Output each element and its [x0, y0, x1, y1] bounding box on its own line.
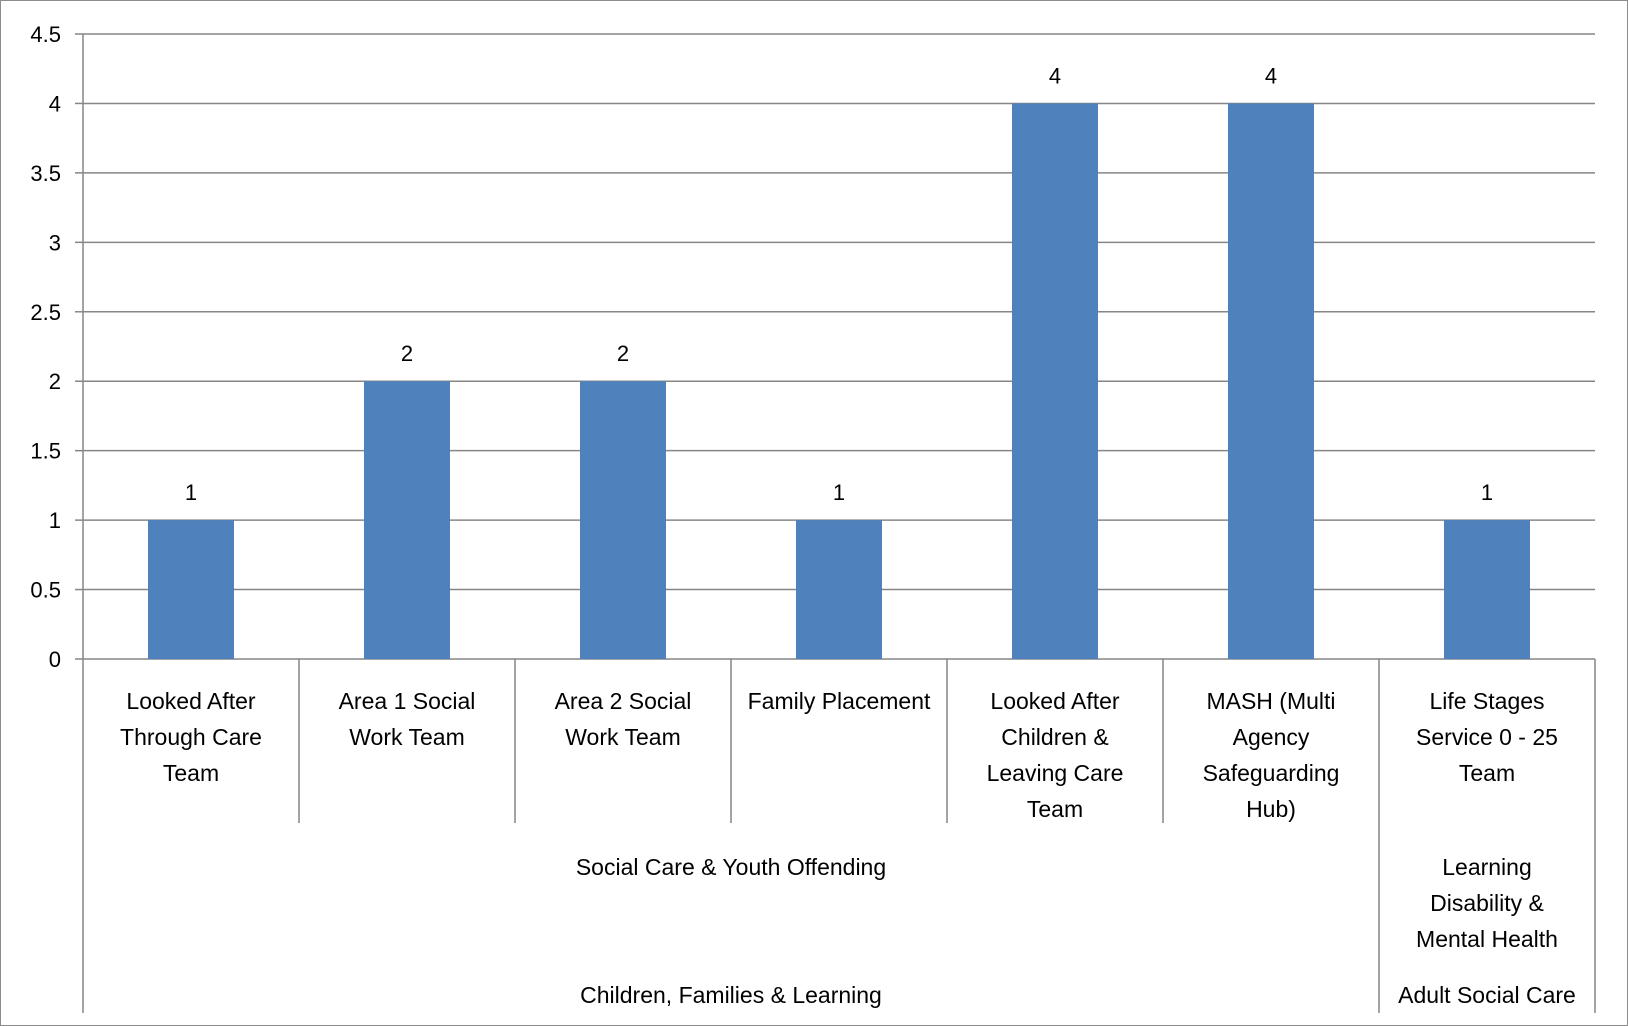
- category-label: Looked After: [126, 688, 255, 714]
- bar: [796, 520, 882, 659]
- category-label: Team: [1027, 796, 1083, 822]
- category-label: Leaving Care: [987, 760, 1124, 786]
- y-tick-label: 3.5: [30, 161, 61, 186]
- category-label: Agency: [1233, 724, 1310, 750]
- category-label: MASH (Multi: [1206, 688, 1335, 714]
- bar: [148, 520, 234, 659]
- group-label: Adult Social Care: [1398, 982, 1576, 1008]
- bar: [1228, 103, 1314, 659]
- category-label: Team: [1459, 760, 1515, 786]
- bar: [1012, 103, 1098, 659]
- data-label: 2: [617, 341, 629, 366]
- category-label: Hub): [1246, 796, 1296, 822]
- category-label: Service 0 - 25: [1416, 724, 1558, 750]
- category-label: Family Placement: [748, 688, 931, 714]
- y-tick-label: 2: [49, 369, 61, 394]
- y-tick-label: 1.5: [30, 439, 61, 464]
- data-label: 4: [1049, 63, 1061, 88]
- group-label: Children, Families & Learning: [580, 982, 882, 1008]
- data-label: 4: [1265, 63, 1277, 88]
- y-tick-label: 4.5: [30, 22, 61, 47]
- y-tick-label: 1: [49, 508, 61, 533]
- data-label: 1: [833, 480, 845, 505]
- bar: [1444, 520, 1530, 659]
- category-label: Safeguarding: [1203, 760, 1340, 786]
- category-label: Children &: [1001, 724, 1108, 750]
- category-label: Life Stages: [1429, 688, 1544, 714]
- y-tick-label: 2.5: [30, 300, 61, 325]
- group-label: Disability &: [1430, 890, 1544, 916]
- category-label: Work Team: [349, 724, 464, 750]
- category-label: Looked After: [990, 688, 1119, 714]
- bar: [580, 381, 666, 659]
- group-label: Social Care & Youth Offending: [576, 854, 886, 880]
- data-label: 2: [401, 341, 413, 366]
- category-label: Area 2 Social: [555, 688, 692, 714]
- category-label: Area 1 Social: [339, 688, 476, 714]
- y-tick-label: 0.5: [30, 578, 61, 603]
- y-tick-label: 0: [49, 647, 61, 672]
- group-label: Mental Health: [1416, 926, 1558, 952]
- data-label: 1: [185, 480, 197, 505]
- category-label: Work Team: [565, 724, 680, 750]
- category-label: Through Care: [120, 724, 262, 750]
- bar: [364, 381, 450, 659]
- y-tick-label: 3: [49, 230, 61, 255]
- category-label: Team: [163, 760, 219, 786]
- group-label: Learning: [1442, 854, 1532, 880]
- data-label: 1: [1481, 480, 1493, 505]
- y-tick-label: 4: [49, 91, 61, 116]
